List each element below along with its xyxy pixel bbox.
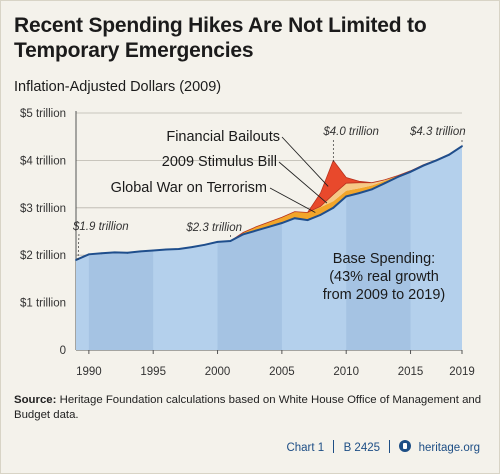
base-spending-point <box>242 233 245 236</box>
base-spending-point <box>216 241 219 243</box>
x-tick-label: 1995 <box>140 366 166 378</box>
base-spending-point <box>371 188 373 191</box>
chart-subtitle: Inflation-Adjusted Dollars (2009) <box>14 79 222 95</box>
source-note: Source: Heritage Foundation calculations… <box>14 393 484 423</box>
source-text: Heritage Foundation calculations based o… <box>14 394 482 421</box>
base-spending-note: Base Spending: <box>333 251 435 267</box>
base-spending-point <box>383 182 386 185</box>
value-annotation: $4.0 trillion <box>322 126 379 138</box>
year-band <box>346 146 411 350</box>
legend-leader <box>278 161 328 204</box>
y-tick-label: $5 trillion <box>20 108 66 120</box>
base-spending-point <box>268 225 270 228</box>
base-spending-point <box>358 192 360 195</box>
base-spending-point <box>75 259 77 261</box>
chart-title: Recent Spending Hikes Are Not Limited to… <box>14 13 484 63</box>
base-spending-point <box>345 195 348 198</box>
base-spending-point <box>332 206 335 209</box>
source-label: Source: <box>14 394 57 406</box>
x-tick-label: 2019 <box>449 366 475 378</box>
site-link[interactable]: heritage.org <box>418 442 480 454</box>
base-spending-point <box>255 229 258 232</box>
base-spending-note: from 2009 to 2019) <box>323 287 446 303</box>
base-spending-point <box>280 222 283 224</box>
base-spending-point <box>100 252 103 255</box>
value-annotation: $1.9 trillion <box>72 221 129 233</box>
base-spending-point <box>306 219 309 222</box>
x-tick-label: 2005 <box>269 366 295 378</box>
y-tick-label: $2 trillion <box>20 250 66 262</box>
base-spending-point <box>422 164 425 167</box>
heritage-logo-icon <box>399 440 412 452</box>
base-spending-point <box>139 250 142 253</box>
value-annotation: $2.3 trillion <box>185 222 242 234</box>
legend-label: Global War on Terrorism <box>111 180 267 196</box>
y-tick-label: $3 trillion <box>20 203 66 215</box>
chart-id: Chart 1 <box>286 442 325 454</box>
chart-title-line-2: Temporary Emergencies <box>14 39 254 62</box>
value-annotation: $4.3 trillion <box>409 126 466 138</box>
base-spending-point <box>113 251 116 254</box>
base-spending-point <box>396 176 399 178</box>
chart-title-line-1: Recent Spending Hikes Are Not Limited to <box>14 14 427 37</box>
credit-separator <box>333 440 335 453</box>
x-tick-label: 2000 <box>205 366 231 378</box>
legend-leader <box>269 187 316 213</box>
legend-leader <box>281 136 329 187</box>
base-spending-point <box>152 249 155 252</box>
x-tick-label: 1990 <box>76 366 102 378</box>
chart-credit: Chart 1 B 2425 heritage.org <box>286 440 480 454</box>
base-spending-point <box>435 159 438 162</box>
base-spending-point <box>190 246 193 249</box>
annotation-leader <box>77 233 80 260</box>
legend-label: 2009 Stimulus Bill <box>162 154 277 170</box>
credit-separator <box>389 440 391 453</box>
base-spending-note: (43% real growth <box>329 269 439 285</box>
base-spending-point <box>178 248 180 250</box>
base-spending-point <box>126 251 129 254</box>
legend-label: Financial Bailouts <box>166 129 280 145</box>
report-id: B 2425 <box>343 442 381 454</box>
y-tick-label: 0 <box>60 345 66 357</box>
base-spending-point <box>293 217 296 220</box>
base-spending-point <box>229 240 232 242</box>
base-spending-point <box>87 253 90 256</box>
base-spending-point <box>319 214 322 216</box>
base-spending-point <box>448 153 451 156</box>
x-tick-label: 2015 <box>398 366 424 378</box>
base-spending-point <box>409 170 412 173</box>
base-spending-point <box>203 243 206 246</box>
base-spending-point <box>461 145 463 148</box>
y-tick-label: $1 trillion <box>20 298 66 310</box>
base-spending-point <box>165 248 167 251</box>
x-tick-label: 2010 <box>333 366 359 378</box>
y-tick-label: $4 trillion <box>20 155 66 167</box>
